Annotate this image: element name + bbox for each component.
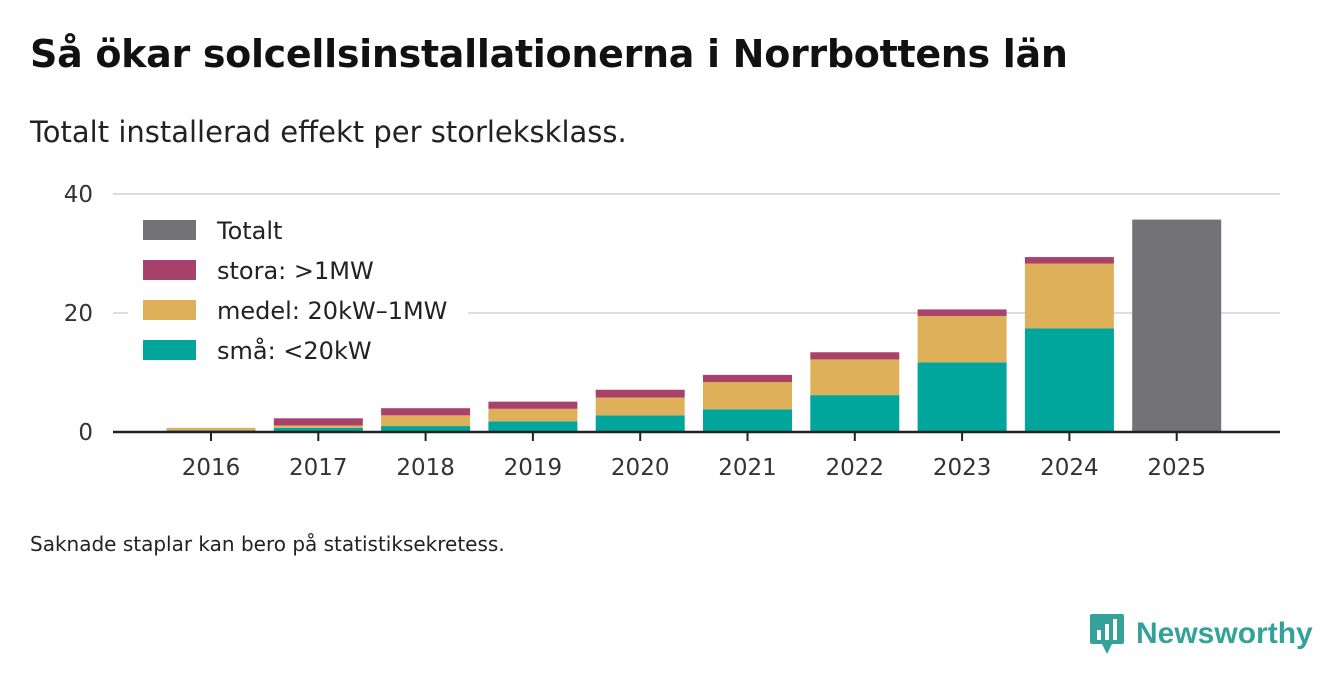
- bar-stora-2018: [381, 408, 471, 416]
- bar-stora-2024: [1024, 257, 1114, 264]
- legend-label-medel: medel: 20kW–1MW: [217, 297, 447, 325]
- bar-medel-2023: [917, 315, 1007, 363]
- legend-label-total: Totalt: [216, 217, 282, 245]
- bar-medel-2019: [488, 408, 578, 422]
- bar-stora-2023: [917, 309, 1007, 316]
- x-tick-label-2025: 2025: [1147, 455, 1206, 480]
- bar-smal-2020: [595, 415, 685, 432]
- bar-smal-2024: [1024, 328, 1114, 432]
- legend-swatch-smal: [143, 340, 196, 360]
- bar-smal-2018: [381, 426, 471, 432]
- x-tick-label-2021: 2021: [718, 455, 777, 480]
- bar-total-2025: [1132, 219, 1222, 432]
- bar-smal-2023: [917, 362, 1007, 432]
- legend-label-smal: små: <20kW: [217, 336, 372, 365]
- bar-medel-2016: [166, 427, 256, 431]
- bar-medel-2017: [273, 425, 363, 428]
- legend-label-stora: stora: >1MW: [217, 257, 374, 285]
- x-tick-label-2019: 2019: [504, 455, 563, 480]
- footnote: Saknade staplar kan bero på statistiksek…: [30, 532, 505, 556]
- x-tick-label-2016: 2016: [182, 455, 241, 480]
- newsworthy-logo-text: Newsworthy: [1136, 617, 1313, 650]
- legend-swatch-stora: [143, 260, 196, 280]
- chart-subtitle: Totalt installerad effekt per storlekskl…: [30, 115, 627, 149]
- y-tick-label-20: 20: [64, 301, 93, 327]
- y-tick-label-40: 40: [64, 182, 93, 208]
- x-tick-label-2018: 2018: [396, 455, 455, 480]
- chart-title: Så ökar solcellsinstallationerna i Norrb…: [30, 32, 1068, 76]
- bar-stora-2020: [595, 389, 685, 398]
- y-tick-label-0: 0: [78, 420, 93, 446]
- legend-swatch-medel: [143, 300, 196, 320]
- bar-smal-2022: [810, 395, 900, 432]
- bar-stora-2017: [273, 418, 363, 426]
- newsworthy-logo: Newsworthy: [1088, 612, 1313, 656]
- newsworthy-logo-icon: [1090, 614, 1124, 654]
- legend-swatch-total: [143, 220, 196, 240]
- bar-medel-2020: [595, 397, 685, 416]
- x-tick-label-2020: 2020: [611, 455, 670, 480]
- stacked-bar-chart: 0 20 40 Totalt stora: >1MW medel: 20kW–1MW små…: [64, 182, 1280, 480]
- x-tick-label-2022: 2022: [826, 455, 885, 480]
- bar-medel-2021: [703, 382, 792, 410]
- bar-smal-2021: [703, 409, 792, 432]
- bar-stora-2021: [703, 374, 792, 383]
- bar-stora-2019: [488, 401, 578, 409]
- bar-medel-2022: [810, 359, 900, 396]
- x-tick-label-2017: 2017: [289, 455, 348, 480]
- x-tick-label-2023: 2023: [933, 455, 992, 480]
- bar-smal-2019: [488, 421, 578, 432]
- bar-smal-2017: [273, 427, 363, 432]
- x-tick-label-2024: 2024: [1040, 455, 1099, 480]
- bar-medel-2018: [381, 415, 471, 427]
- bar-medel-2024: [1024, 263, 1114, 329]
- bar-stora-2022: [810, 352, 900, 360]
